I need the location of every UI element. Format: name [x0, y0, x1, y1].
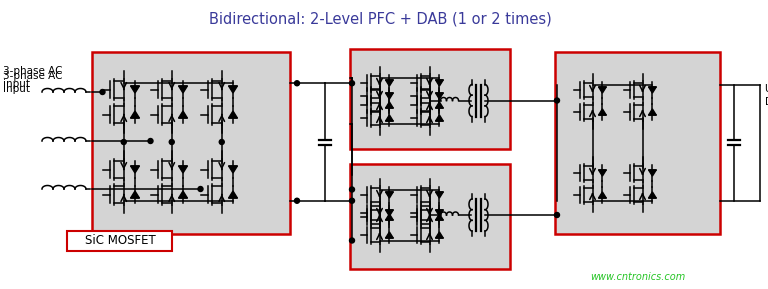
Bar: [92, 52, 290, 234]
Polygon shape: [435, 115, 443, 121]
Text: Up to 1000 V: Up to 1000 V: [765, 84, 768, 94]
Polygon shape: [386, 214, 393, 220]
Bar: [67, 231, 172, 251]
Polygon shape: [386, 102, 393, 108]
Text: DC output: DC output: [765, 97, 768, 107]
Circle shape: [100, 90, 105, 95]
Polygon shape: [179, 191, 187, 198]
Polygon shape: [229, 86, 237, 93]
Polygon shape: [435, 210, 443, 216]
Polygon shape: [229, 166, 237, 173]
Bar: [350, 164, 510, 269]
Polygon shape: [131, 111, 139, 118]
Polygon shape: [386, 210, 393, 216]
Polygon shape: [229, 191, 237, 198]
Polygon shape: [179, 86, 187, 93]
Polygon shape: [648, 192, 656, 198]
Text: SiC MOSFET: SiC MOSFET: [84, 234, 155, 247]
Polygon shape: [435, 93, 443, 99]
Polygon shape: [386, 232, 393, 238]
Polygon shape: [435, 214, 443, 220]
Polygon shape: [435, 102, 443, 108]
Polygon shape: [386, 80, 393, 86]
Polygon shape: [648, 87, 656, 93]
Polygon shape: [386, 93, 393, 99]
Circle shape: [148, 138, 153, 144]
Polygon shape: [131, 166, 139, 173]
Circle shape: [349, 198, 355, 203]
Bar: [350, 49, 510, 149]
Polygon shape: [179, 166, 187, 173]
Circle shape: [294, 198, 300, 203]
Polygon shape: [131, 86, 139, 93]
Polygon shape: [435, 80, 443, 86]
Polygon shape: [386, 192, 393, 198]
Text: Bidirectional: 2-Level PFC + DAB (1 or 2 times): Bidirectional: 2-Level PFC + DAB (1 or 2…: [209, 12, 551, 27]
Circle shape: [554, 98, 560, 103]
Polygon shape: [131, 191, 139, 198]
Text: 3-phase AC: 3-phase AC: [3, 66, 62, 76]
Circle shape: [294, 81, 300, 86]
Circle shape: [554, 212, 560, 218]
Polygon shape: [598, 109, 606, 115]
Polygon shape: [435, 232, 443, 238]
Polygon shape: [648, 170, 656, 176]
Circle shape: [121, 140, 126, 144]
Polygon shape: [229, 111, 237, 118]
Text: 3-phase AC: 3-phase AC: [3, 71, 62, 81]
Bar: [555, 52, 720, 234]
Polygon shape: [598, 192, 606, 198]
Circle shape: [169, 140, 174, 144]
Polygon shape: [179, 111, 187, 118]
Polygon shape: [598, 170, 606, 176]
Circle shape: [219, 140, 224, 144]
Circle shape: [349, 238, 355, 243]
Text: input: input: [3, 79, 30, 89]
Text: input: input: [3, 84, 30, 94]
Text: www.cntronics.com: www.cntronics.com: [590, 272, 685, 282]
Polygon shape: [598, 87, 606, 93]
Polygon shape: [435, 192, 443, 198]
Circle shape: [349, 187, 355, 192]
Circle shape: [198, 186, 203, 192]
Polygon shape: [386, 115, 393, 121]
Polygon shape: [648, 109, 656, 115]
Circle shape: [349, 81, 355, 86]
